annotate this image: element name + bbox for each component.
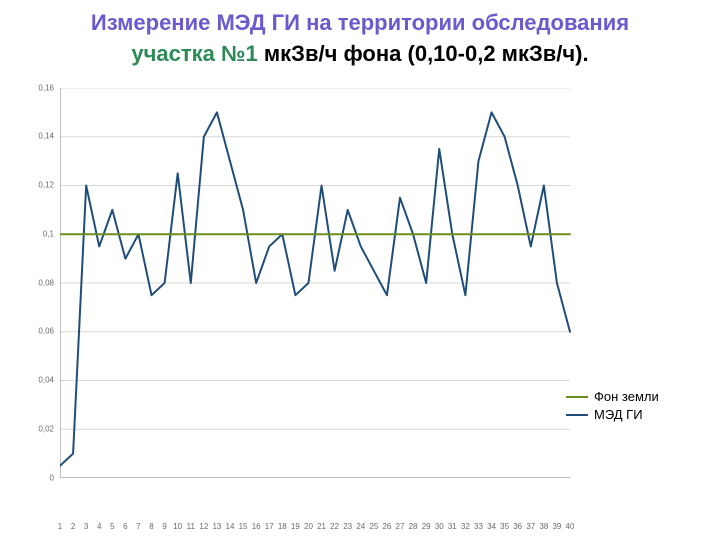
x-tick-label: 1 [58,522,62,531]
y-tick-label: 0 [50,473,54,482]
x-tick-label: 24 [356,522,365,531]
x-tick-label: 3 [84,522,88,531]
x-tick-label: 23 [343,522,352,531]
x-tick-label: 10 [173,522,182,531]
x-tick-label: 27 [396,522,405,531]
x-tick-label: 19 [291,522,300,531]
y-tick-label: 0,08 [38,278,54,287]
chart-title: Измерение МЭД ГИ на территории обследова… [0,0,720,70]
plot-area: Фон земли МЭД ГИ [60,88,688,478]
x-tick-label: 40 [566,522,575,531]
x-tick-label: 25 [369,522,378,531]
title-line2-part1: участка №1 [131,41,257,66]
x-tick-label: 20 [304,522,313,531]
legend-item: МЭД ГИ [566,406,678,424]
legend: Фон земли МЭД ГИ [566,388,678,424]
x-tick-label: 11 [187,522,195,531]
y-tick-label: 0,16 [38,83,54,92]
chart-container: 00,020,040,060,080,10,120,140,16 Фон зем… [18,88,702,508]
y-axis-labels: 00,020,040,060,080,10,120,140,16 [18,88,60,478]
x-tick-label: 30 [435,522,444,531]
y-tick-label: 0,06 [38,327,54,336]
x-tick-label: 31 [448,522,457,531]
x-tick-label: 9 [162,522,166,531]
x-tick-label: 4 [97,522,101,531]
x-tick-label: 7 [136,522,140,531]
x-tick-label: 38 [539,522,548,531]
legend-label: МЭД ГИ [594,407,643,422]
x-tick-label: 13 [212,522,221,531]
x-tick-label: 2 [71,522,75,531]
x-tick-label: 12 [199,522,208,531]
y-tick-label: 0,12 [38,181,54,190]
x-tick-label: 35 [500,522,509,531]
x-tick-label: 18 [278,522,287,531]
legend-swatch [566,414,588,416]
x-tick-label: 39 [552,522,561,531]
x-tick-label: 5 [110,522,114,531]
x-tick-label: 36 [513,522,522,531]
x-tick-label: 17 [265,522,274,531]
series-line [60,112,570,465]
x-tick-label: 32 [461,522,470,531]
x-tick-label: 6 [123,522,127,531]
y-tick-label: 0,1 [43,229,54,238]
x-tick-label: 33 [474,522,483,531]
x-tick-label: 8 [149,522,153,531]
y-tick-label: 0,14 [38,132,54,141]
y-tick-label: 0,04 [38,376,54,385]
legend-label: Фон земли [594,389,659,404]
x-tick-label: 28 [409,522,418,531]
x-tick-label: 21 [317,522,326,531]
x-tick-label: 34 [487,522,496,531]
legend-swatch [566,396,588,398]
x-tick-label: 15 [239,522,248,531]
y-tick-label: 0,02 [38,424,54,433]
x-tick-label: 26 [382,522,391,531]
x-tick-label: 22 [330,522,339,531]
x-tick-label: 14 [226,522,235,531]
legend-item: Фон земли [566,388,678,406]
x-tick-label: 16 [252,522,261,531]
x-tick-label: 37 [526,522,535,531]
x-tick-label: 29 [422,522,431,531]
title-line2-part2: мкЗв/ч фона (0,10-0,2 мкЗв/ч). [258,41,589,66]
title-line1: Измерение МЭД ГИ на территории обследова… [0,8,720,39]
